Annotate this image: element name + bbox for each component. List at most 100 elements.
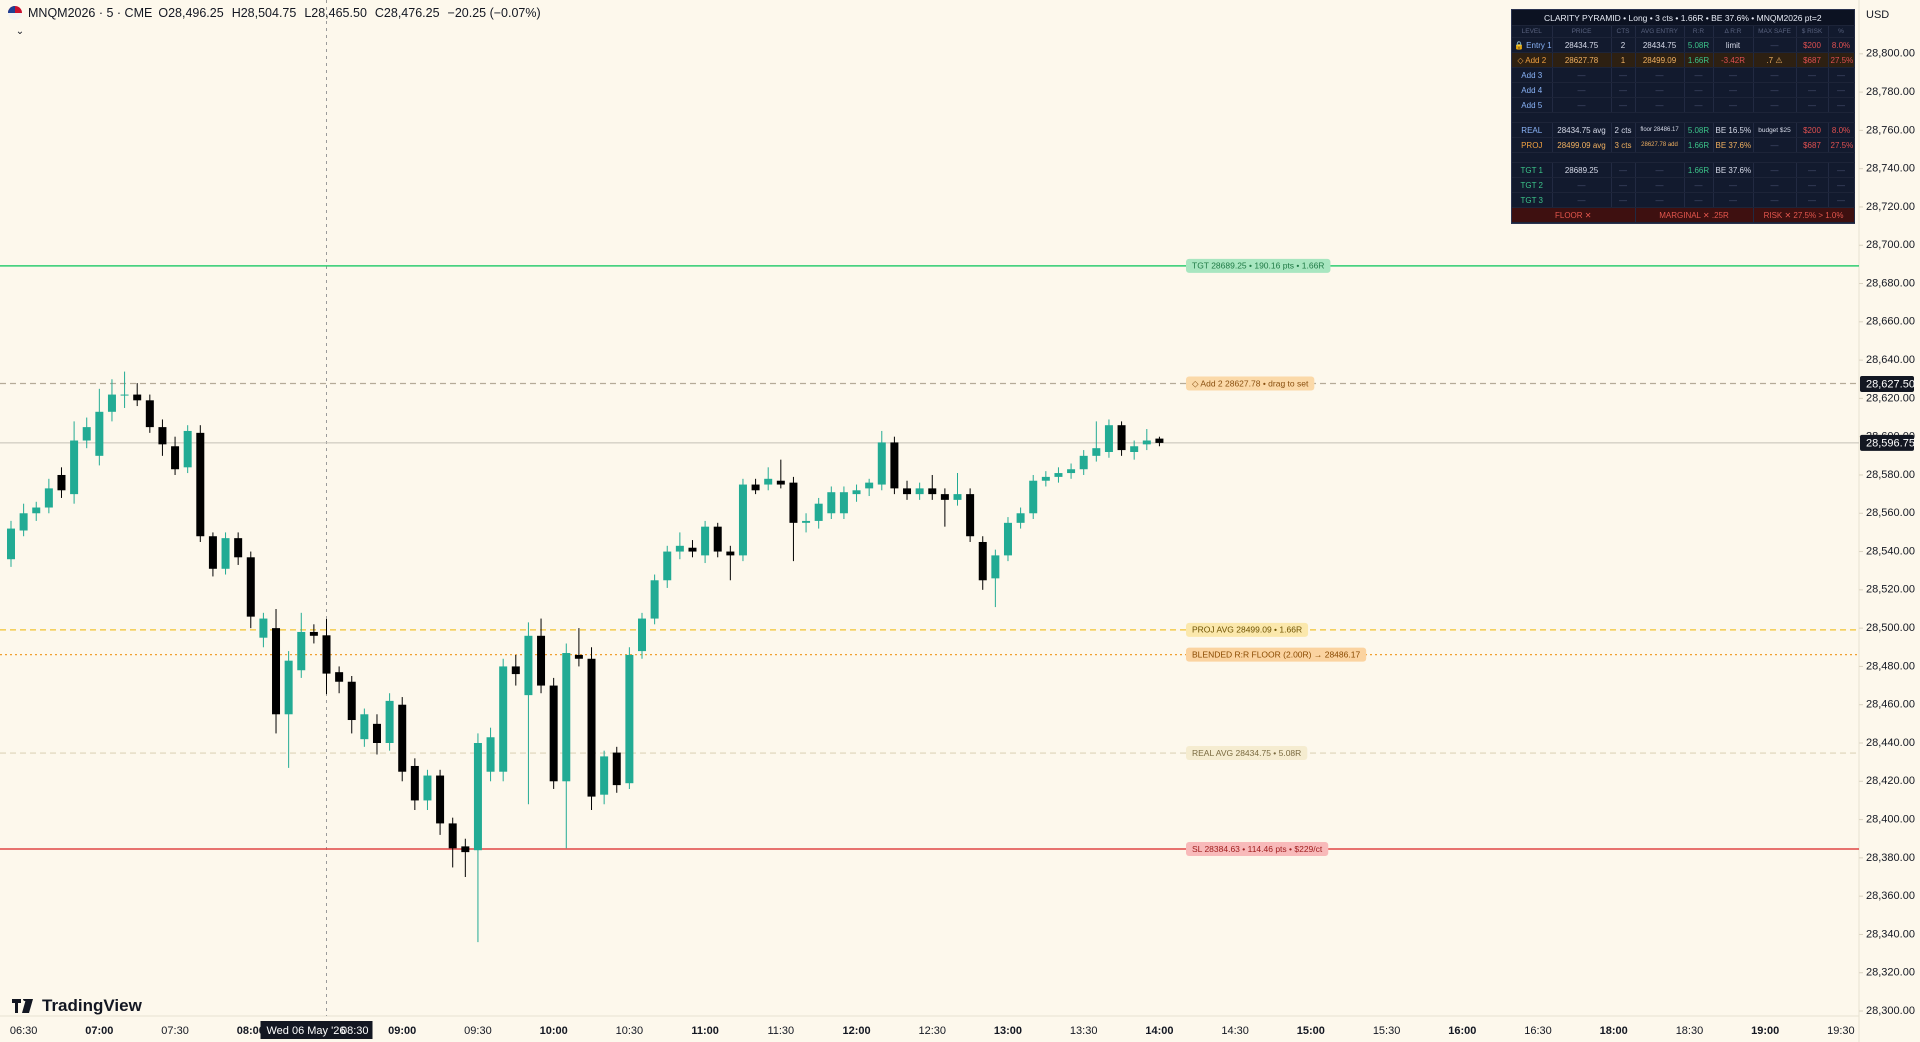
candle-body xyxy=(133,394,142,401)
level-label-bg xyxy=(1186,842,1329,857)
branding[interactable]: TradingView xyxy=(12,996,142,1016)
level-label-text: ◇ Add 2 28627.78 • drag to set xyxy=(1192,378,1309,388)
panel-cell: 1.66R xyxy=(1684,137,1714,153)
panel-cell: — xyxy=(1684,67,1714,83)
panel-cell: — xyxy=(1753,82,1797,98)
panel-cell: — xyxy=(1611,82,1636,98)
panel-cell: .7 ⚠ xyxy=(1753,52,1797,68)
y-tick-label: 28,560.00 xyxy=(1866,507,1915,519)
price-box xyxy=(1860,434,1914,451)
panel-footer-cell: FLOOR ✕ xyxy=(1512,207,1636,223)
panel-cell: 🔒 Entry 1 xyxy=(1512,37,1553,53)
ohlc-value: 28,476.25 xyxy=(383,6,440,20)
panel-cell: $200 xyxy=(1796,122,1829,138)
candle-body xyxy=(158,427,167,445)
pyramid-table: CLARITY PYRAMID • Long • 3 cts • 1.66R •… xyxy=(1512,10,1855,223)
crosshair-box xyxy=(260,1021,373,1039)
panel-cell: ◇ Add 2 xyxy=(1512,52,1553,68)
panel-cell: TGT 3 xyxy=(1512,192,1553,208)
candle-body xyxy=(587,658,596,797)
candle-body xyxy=(764,478,773,485)
candle-body xyxy=(1067,469,1076,474)
candle-body xyxy=(259,618,268,638)
candle-body xyxy=(890,442,899,489)
candle-body xyxy=(612,752,621,786)
panel-cell: BE 16.5% xyxy=(1713,122,1754,138)
candle-body xyxy=(1130,446,1139,453)
level-label-bg xyxy=(1186,376,1315,391)
y-tick-label: 28,800.00 xyxy=(1866,48,1915,60)
panel-cell: 27.5% xyxy=(1828,52,1855,68)
ohlc-value: 28,504.75 xyxy=(240,6,297,20)
panel-row: PROJ 28499.09 avg 3 cts 28627.78 add 1.66R BE… xyxy=(1512,137,1855,153)
panel-cell: — xyxy=(1796,162,1829,178)
panel-cell: 28627.78 xyxy=(1552,52,1612,68)
candle-body xyxy=(688,547,697,552)
panel-cell: 28499.09 xyxy=(1635,52,1685,68)
panel-cell: — xyxy=(1828,67,1855,83)
panel-cell: — xyxy=(1753,177,1797,193)
panel-cell: — xyxy=(1828,162,1855,178)
y-tick-label: 28,660.00 xyxy=(1866,316,1915,328)
panel-cell: 27.5% xyxy=(1828,137,1855,153)
collapse-toggle[interactable]: ⌄ xyxy=(15,26,25,37)
y-tick-label: 28,320.00 xyxy=(1866,967,1915,979)
candle-body xyxy=(322,635,331,674)
candle-body xyxy=(284,660,293,715)
candle-body xyxy=(7,528,15,560)
price-box xyxy=(1860,376,1914,393)
panel-cell: — xyxy=(1828,177,1855,193)
level-label: ◇ Add 2 28627.78 • drag to set xyxy=(1186,376,1315,391)
panel-cell: — xyxy=(1828,97,1855,113)
candle-body xyxy=(650,580,659,619)
panel-cell: — xyxy=(1713,192,1754,208)
level-label-bg xyxy=(1186,622,1309,637)
panel-cell: — xyxy=(1796,97,1829,113)
panel-cell: — xyxy=(1635,192,1685,208)
candle-body xyxy=(70,440,79,495)
panel-cell: Add 4 xyxy=(1512,82,1553,98)
panel-cell: — xyxy=(1635,82,1685,98)
candle-body xyxy=(1117,425,1126,451)
panel-cell: — xyxy=(1713,67,1754,83)
candle-body xyxy=(436,775,445,824)
level-label: SL 28384.63 • 114.46 pts • $229/ct xyxy=(1186,842,1329,857)
x-tick-label: 09:30 xyxy=(464,1025,492,1037)
candle-body xyxy=(272,628,281,715)
x-tick-label: 16:00 xyxy=(1448,1025,1476,1037)
panel-cell: budget $25 xyxy=(1753,122,1797,138)
symbol-header[interactable]: MNQM2026 · 5 · CME O 28,496.25 H 28,504.75 L… xyxy=(8,6,541,20)
candle-body xyxy=(915,488,924,495)
ohlc-value: 28,465.50 xyxy=(311,6,367,20)
candle-body xyxy=(802,520,811,523)
panel-cell: 1.66R xyxy=(1684,52,1714,68)
panel-cell: — xyxy=(1753,67,1797,83)
panel-cell: $687 xyxy=(1796,137,1829,153)
column-header: % xyxy=(1828,25,1855,38)
candle-body xyxy=(32,507,41,514)
panel-header-row: LEVEL PRICE CTS AVG ENTRY R:R Δ R:R MAX SAFE $ … xyxy=(1512,25,1855,38)
x-tick-label: 06:30 xyxy=(10,1025,38,1037)
panel-footer-cell: RISK ✕ 27.5% > 1.0% xyxy=(1753,207,1855,223)
symbol[interactable]: MNQM2026 · 5 · CME xyxy=(28,6,153,20)
candle-body xyxy=(246,557,255,617)
panel-cell: — xyxy=(1552,67,1612,83)
column-header: AVG ENTRY xyxy=(1635,25,1685,38)
candle-body xyxy=(852,490,861,495)
candle-body xyxy=(1079,455,1088,470)
panel-cell: 28689.25 xyxy=(1552,162,1612,178)
candle-body xyxy=(524,635,533,696)
flag-icon xyxy=(8,6,22,20)
candle-body xyxy=(903,488,912,495)
candle-body xyxy=(95,411,104,456)
panel-spacer-cell xyxy=(1512,112,1855,123)
panel-cell: 5.08R xyxy=(1684,122,1714,138)
y-tick-label: 28,440.00 xyxy=(1866,737,1915,749)
x-tick-label: 14:00 xyxy=(1145,1025,1173,1037)
candle-body xyxy=(953,494,962,500)
candle-body xyxy=(423,775,432,801)
y-tick-label: 28,460.00 xyxy=(1866,699,1915,711)
x-tick-label: 12:00 xyxy=(842,1025,870,1037)
panel-cell: — xyxy=(1611,97,1636,113)
